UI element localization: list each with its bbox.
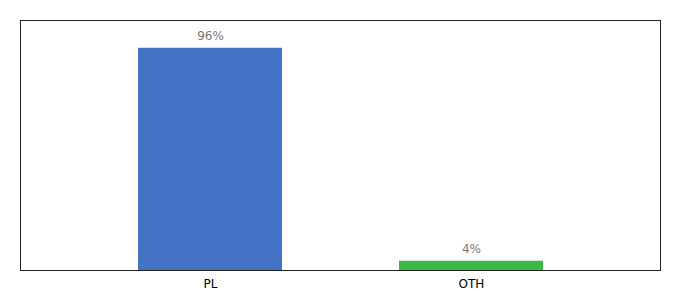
svg-text:96%: 96%: [197, 29, 224, 43]
svg-text:OTH: OTH: [459, 277, 485, 291]
svg-text:4%: 4%: [462, 242, 481, 256]
svg-text:PL: PL: [204, 277, 218, 291]
